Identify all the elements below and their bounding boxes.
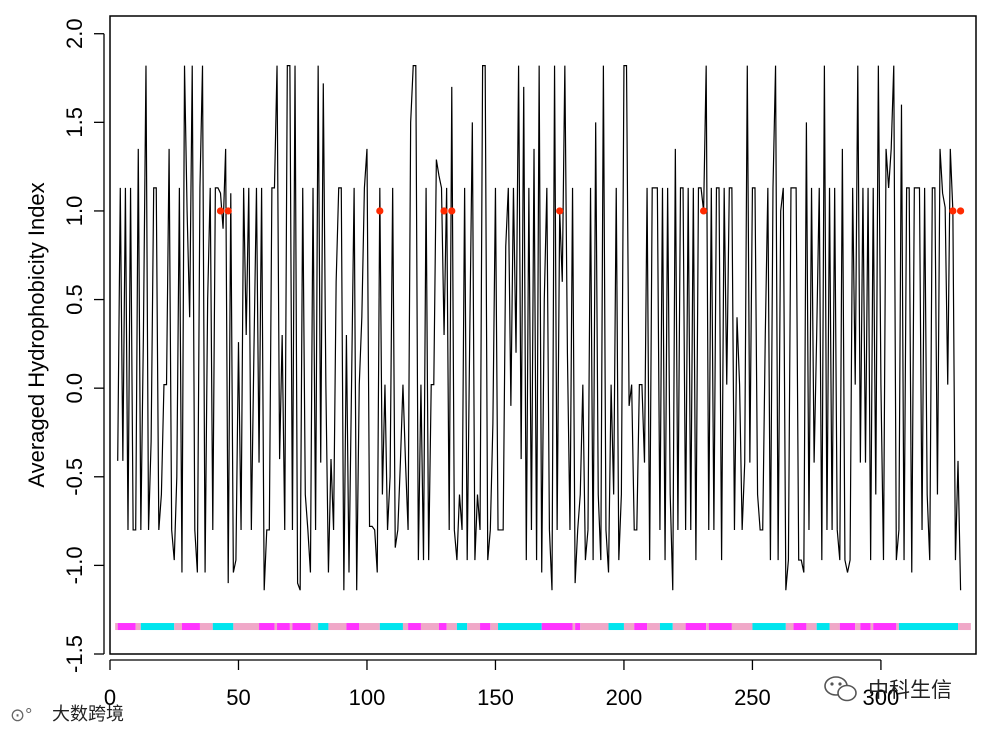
highlight-point bbox=[448, 207, 456, 215]
track-segment-strand bbox=[498, 623, 542, 631]
track-segment-coil bbox=[731, 623, 753, 631]
highlight-point bbox=[956, 207, 965, 215]
x-tick-label: 0 bbox=[104, 685, 116, 710]
track-segment-coil bbox=[490, 623, 499, 631]
highlight-point bbox=[949, 207, 957, 215]
x-axis: 0 50 100 150 200 250 300 bbox=[104, 659, 900, 710]
track-segment-helix bbox=[480, 623, 491, 631]
highlight-point bbox=[556, 207, 564, 215]
watermark-right-text: 中科生信 bbox=[868, 678, 952, 702]
track-segment-helix bbox=[117, 623, 136, 631]
track-segment-coil bbox=[174, 623, 182, 631]
track-segment-helix bbox=[873, 623, 897, 631]
track-segment-coil bbox=[785, 623, 794, 631]
x-tick-label: 300 bbox=[863, 685, 900, 710]
track-segment-coil bbox=[446, 623, 457, 631]
track-segment-strand bbox=[456, 623, 468, 631]
highlight-point bbox=[376, 207, 384, 215]
track-segment-helix bbox=[438, 623, 447, 631]
y-axis: 2.0 1.5 1.0 0.5 0.0 -0.5 -1.0 -1.5 bbox=[62, 18, 105, 673]
track-segment-helix bbox=[259, 623, 275, 631]
highlight-point bbox=[216, 207, 225, 215]
track-segment-coil bbox=[233, 623, 260, 631]
track-segment-strand bbox=[898, 623, 959, 631]
track-segment-strand bbox=[659, 623, 673, 631]
track-segment-helix bbox=[277, 623, 290, 631]
series-line bbox=[117, 65, 962, 591]
track-segment-coil bbox=[572, 623, 576, 631]
y-tick-label: 0.5 bbox=[62, 284, 87, 315]
track-segment-coil bbox=[623, 623, 635, 631]
track-segment-coil bbox=[420, 623, 439, 631]
track-segment-coil bbox=[328, 623, 347, 631]
plot-frame bbox=[109, 15, 977, 655]
track-segment-coil bbox=[829, 623, 840, 631]
highlight-point bbox=[700, 207, 708, 215]
highlight-points bbox=[216, 207, 965, 215]
track-segment-coil bbox=[115, 623, 118, 631]
watermark-left: ⊙° 大数跨境 bbox=[10, 704, 124, 725]
track-segment-coil bbox=[870, 623, 874, 631]
track-segment-helix bbox=[685, 623, 707, 631]
watermark-left-text: 大数跨境 bbox=[52, 704, 124, 725]
track-segment-coil bbox=[199, 623, 213, 631]
track-segment-helix bbox=[541, 623, 573, 631]
track-segment-strand bbox=[379, 623, 403, 631]
track-segment-coil bbox=[958, 623, 971, 631]
y-tick-label: 2.0 bbox=[62, 18, 87, 49]
track-segment-helix bbox=[793, 623, 807, 631]
x-tick-label: 250 bbox=[734, 685, 771, 710]
y-tick-label: -0.5 bbox=[62, 458, 87, 496]
y-tick-label: 1.5 bbox=[62, 107, 87, 138]
track-segment-coil bbox=[580, 623, 609, 631]
track-segment-coil bbox=[310, 623, 319, 631]
track-segment-coil bbox=[274, 623, 278, 631]
track-segment-coil bbox=[359, 623, 380, 631]
track-segment-coil bbox=[806, 623, 817, 631]
track-segment-coil bbox=[467, 623, 481, 631]
track-segment-coil bbox=[672, 623, 686, 631]
track-segment-coil bbox=[647, 623, 660, 631]
track-segment-coil bbox=[855, 623, 861, 631]
track-segment-coil bbox=[896, 623, 899, 631]
track-segment-helix bbox=[575, 623, 581, 631]
track-segment-helix bbox=[181, 623, 200, 631]
track-segment-coil bbox=[289, 623, 293, 631]
y-tick-label: -1.0 bbox=[62, 546, 87, 584]
track-segment-helix bbox=[346, 623, 360, 631]
y-tick-label: -1.5 bbox=[62, 635, 87, 673]
y-tick-label: 0.0 bbox=[62, 373, 87, 404]
track-segment-strand bbox=[212, 623, 234, 631]
track-segment-strand bbox=[140, 623, 175, 631]
track-segment-coil bbox=[402, 623, 409, 631]
track-segment-strand bbox=[318, 623, 329, 631]
highlight-point bbox=[440, 207, 448, 215]
track-segment-strand bbox=[816, 623, 830, 631]
watermark-right: 中科生信 bbox=[824, 676, 952, 702]
track-segment-helix bbox=[839, 623, 856, 631]
wechat-icon bbox=[824, 676, 857, 702]
y-axis-label: Averaged Hydrophobicity Index bbox=[24, 182, 49, 487]
track-segment-helix bbox=[860, 623, 871, 631]
secondary-structure-track bbox=[115, 623, 971, 631]
track-segment-helix bbox=[708, 623, 732, 631]
track-segment-strand bbox=[608, 623, 624, 631]
x-tick-label: 50 bbox=[226, 685, 250, 710]
y-tick-label: 1.0 bbox=[62, 196, 87, 227]
track-segment-strand bbox=[752, 623, 786, 631]
highlight-point bbox=[224, 207, 232, 215]
watermark-left-logo-icon: ⊙° bbox=[10, 705, 32, 725]
track-segment-helix bbox=[634, 623, 648, 631]
x-tick-label: 150 bbox=[477, 685, 514, 710]
track-segment-helix bbox=[292, 623, 311, 631]
track-segment-coil bbox=[135, 623, 141, 631]
x-tick-label: 200 bbox=[606, 685, 643, 710]
x-tick-label: 100 bbox=[349, 685, 386, 710]
track-segment-coil bbox=[706, 623, 709, 631]
track-segment-helix bbox=[408, 623, 421, 631]
series-layer bbox=[117, 65, 962, 591]
